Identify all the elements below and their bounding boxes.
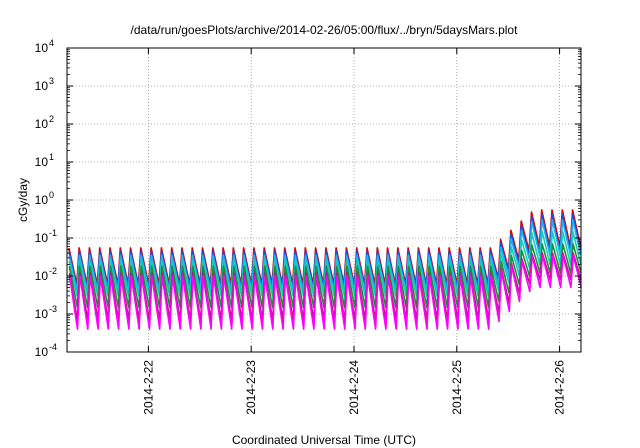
y-tick-exponent: 0 <box>49 190 54 200</box>
chart-title: /data/run/goesPlots/archive/2014-02-26/0… <box>131 23 519 37</box>
y-tick-exponent: -3 <box>49 304 57 314</box>
series-group <box>68 209 582 330</box>
y-tick-label: 10 <box>35 269 49 283</box>
y-tick-exponent: 1 <box>49 152 54 162</box>
x-tick-label: 2014-2-25 <box>450 360 464 415</box>
y-tick-exponent: 2 <box>49 114 54 124</box>
y-tick-exponent: -2 <box>49 266 57 276</box>
y-tick-label: 10 <box>35 79 49 93</box>
y-tick-label: 10 <box>35 193 49 207</box>
y-tick-label: 10 <box>35 231 49 245</box>
x-axis: 2014-2-22 2014-2-23 2014-2-24 2014-2-25 2014… <box>141 48 567 415</box>
y-tick-label: 10 <box>35 345 49 359</box>
y-tick-exponent: 3 <box>49 76 54 86</box>
x-axis-label: Coordinated Universal Time (UTC) <box>232 433 416 447</box>
x-tick-label: 2014-2-26 <box>553 360 567 415</box>
y-tick-exponent: -4 <box>49 342 57 352</box>
y-tick-exponent: -1 <box>49 228 57 238</box>
x-tick-label: 2014-2-23 <box>244 360 258 415</box>
y-tick-label: 10 <box>35 117 49 131</box>
y-tick-label: 10 <box>35 41 49 55</box>
y-tick-label: 10 <box>35 307 49 321</box>
y-tick-label: 10 <box>35 155 49 169</box>
x-tick-label: 2014-2-24 <box>347 360 361 415</box>
x-tick-label: 2014-2-22 <box>141 360 155 415</box>
y-tick-exponent: 4 <box>49 38 54 48</box>
y-axis-label: cGy/day <box>16 178 30 222</box>
series-line-7 <box>68 254 582 330</box>
